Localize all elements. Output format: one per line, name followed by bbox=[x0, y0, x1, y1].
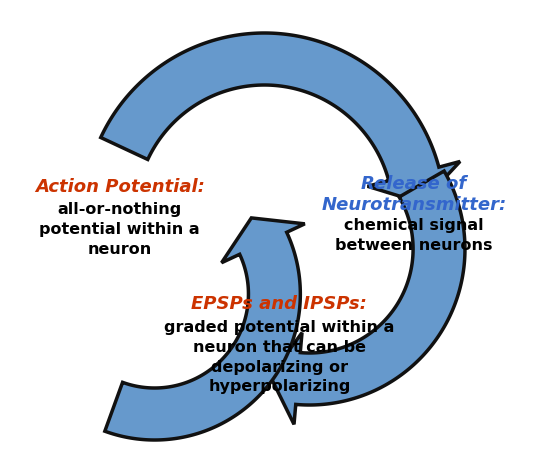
Polygon shape bbox=[105, 218, 305, 440]
Text: graded potential within a
neuron that can be
depolarizing or
hyperpolarizing: graded potential within a neuron that ca… bbox=[164, 319, 394, 393]
Text: Release of
Neurotransmitter:: Release of Neurotransmitter: bbox=[321, 174, 507, 213]
Polygon shape bbox=[270, 172, 465, 425]
Text: chemical signal
between neurons: chemical signal between neurons bbox=[335, 218, 493, 252]
Text: EPSPs and IPSPs:: EPSPs and IPSPs: bbox=[191, 294, 367, 312]
Text: all-or-nothing
potential within a
neuron: all-or-nothing potential within a neuron bbox=[39, 202, 200, 256]
Polygon shape bbox=[101, 34, 460, 203]
Text: Action Potential:: Action Potential: bbox=[35, 178, 205, 196]
